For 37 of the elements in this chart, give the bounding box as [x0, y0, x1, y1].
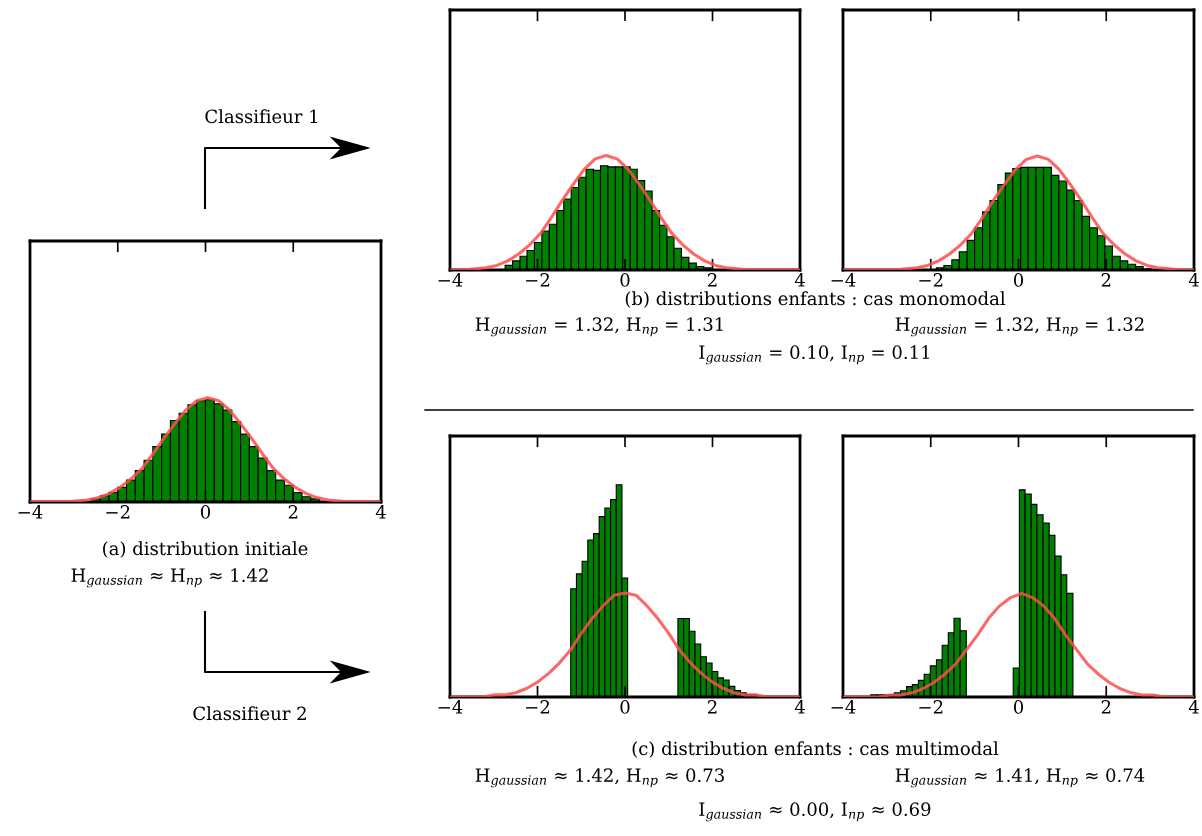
text: Classifieur 1	[205, 109, 318, 124]
x-tick-label: 0	[200, 505, 211, 519]
x-tick-label: −2	[526, 273, 550, 287]
x-tick-label: −4	[18, 505, 43, 519]
x-tick-label: 2	[1101, 700, 1111, 714]
text: H$_{gaussian}$ ≈ H$_{np}$ ≈ 1.42	[71, 568, 268, 588]
text: Classifieur 2	[193, 706, 306, 721]
x-tick-label: 0	[1013, 273, 1024, 287]
x-tick-label: 0	[620, 700, 630, 714]
x-tick-label: 4	[1188, 700, 1199, 714]
x-tick-label: −2	[919, 273, 943, 287]
text: H$_{gaussian}$ = 1.32, H$_{np}$ = 1.31	[475, 317, 723, 337]
x-axis-title: (b) distributions enfants : cas monomodal	[625, 291, 1006, 308]
x-tick-label: −2	[106, 505, 130, 519]
x-tick-label: 4	[794, 700, 805, 714]
text: H$_{gaussian}$ ≈ 1.42, H$_{np}$ ≈ 0.73	[475, 768, 724, 788]
x-tick-label: 2	[1101, 273, 1111, 287]
text: H$_{gaussian}$ = 1.32, H$_{np}$ = 1.32	[895, 317, 1144, 337]
x-tick-label: −4	[438, 273, 463, 287]
x-tick-label: −4	[438, 700, 463, 714]
text: I$_{gaussian}$ ≈ 0.00, I$_{np}$ ≈ 0.69	[699, 802, 931, 822]
x-axis-title: (c) distribution enfants : cas multimodal	[632, 741, 999, 758]
x-tick-label: −2	[526, 700, 550, 714]
x-tick-label: 4	[1188, 273, 1199, 287]
x-tick-label: 2	[288, 505, 298, 519]
x-tick-label: 0	[1013, 700, 1024, 714]
x-tick-label: −2	[919, 700, 943, 714]
text: I$_{gaussian}$ = 0.10, I$_{np}$ = 0.11	[699, 345, 930, 365]
x-tick-label: 4	[794, 273, 805, 287]
x-tick-label: 0	[620, 273, 630, 287]
text: H$_{gaussian}$ ≈ 1.41, H$_{np}$ ≈ 0.74	[895, 768, 1145, 788]
x-tick-label: 2	[707, 273, 717, 287]
x-axis-title: (a) distribution initiale	[103, 541, 308, 558]
x-tick-label: 2	[707, 700, 717, 714]
x-tick-label: 4	[375, 505, 386, 519]
x-tick-label: −4	[831, 273, 856, 287]
x-tick-label: −4	[831, 700, 856, 714]
